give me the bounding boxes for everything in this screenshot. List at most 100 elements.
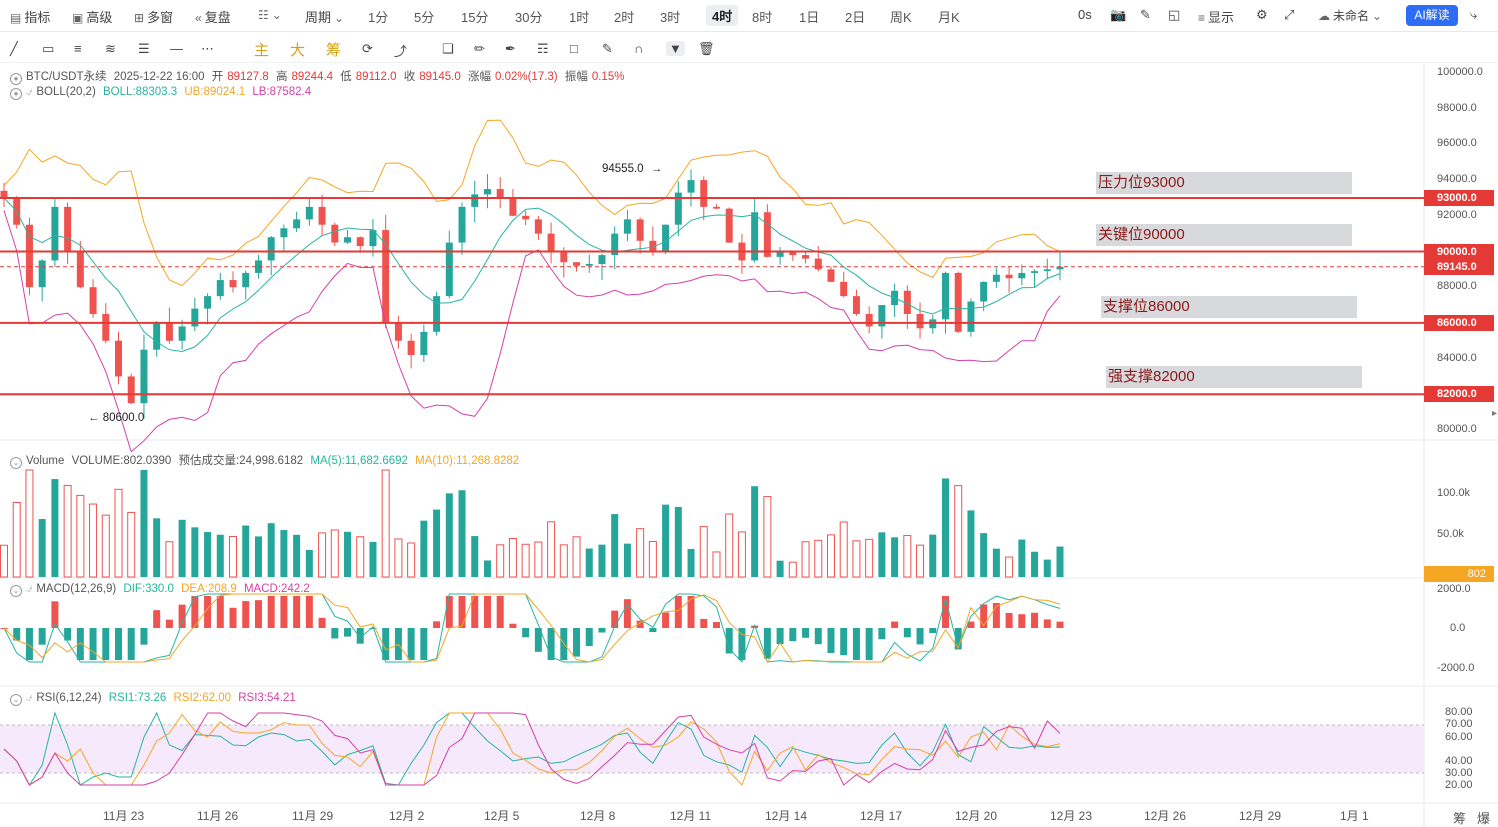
camera-icon[interactable]: 📷 bbox=[1110, 7, 1127, 22]
big-order-button[interactable]: 大 bbox=[290, 42, 306, 59]
chart-type-button[interactable]: ☷ ⌄ bbox=[258, 7, 285, 22]
bell-icon[interactable]: ⍻ bbox=[26, 583, 33, 595]
share-icon[interactable]: ⤷ bbox=[1470, 7, 1478, 22]
more-tools-icon[interactable]: ⋯ bbox=[201, 41, 214, 56]
eye-icon[interactable]: ● bbox=[10, 73, 22, 85]
candle-body bbox=[662, 224, 670, 252]
period-dropdown[interactable]: 周期 ⌄ bbox=[305, 7, 347, 26]
price-tick: 84000.0 bbox=[1437, 351, 1477, 364]
eye-icon[interactable]: ● bbox=[10, 88, 22, 100]
boll-lower-line bbox=[3, 210, 1061, 453]
main-force-button[interactable]: 主 bbox=[254, 42, 270, 59]
note-icon[interactable]: ✎ bbox=[602, 41, 613, 56]
candle-body bbox=[509, 197, 517, 216]
boll-value: BOLL:88303.3 bbox=[102, 86, 178, 98]
key-level-zone-label[interactable]: 关键位90000 bbox=[1096, 224, 1352, 246]
period-tab[interactable]: 周K bbox=[890, 10, 912, 25]
liquidation-icon[interactable]: 爆 bbox=[1477, 811, 1491, 826]
period-tab[interactable]: 1分 bbox=[368, 10, 389, 25]
volume-bar bbox=[381, 469, 390, 578]
horizontal-lines-icon[interactable]: ☰ bbox=[138, 41, 150, 56]
bell-icon[interactable]: ⍻ bbox=[26, 86, 33, 98]
main-chart[interactable] bbox=[0, 64, 1498, 827]
cloud-icon: ☁ bbox=[1318, 9, 1330, 23]
period-tab[interactable]: 月K bbox=[938, 10, 960, 25]
brush-icon[interactable]: ✏ bbox=[474, 41, 485, 56]
resistance-zone-label[interactable]: 压力位93000 bbox=[1096, 172, 1352, 194]
period-tab[interactable]: 30分 bbox=[515, 10, 543, 25]
highlighter-icon[interactable]: ✒ bbox=[505, 41, 516, 56]
eye-icon[interactable]: ⌄ bbox=[10, 694, 22, 706]
price-level-label[interactable]: 90000.0 bbox=[1424, 243, 1494, 260]
period-tab[interactable]: 3时 bbox=[660, 10, 681, 25]
close-label: 收 bbox=[403, 71, 416, 83]
bell-icon[interactable]: ⍻ bbox=[26, 692, 33, 704]
price-level-label[interactable]: 93000.0 bbox=[1424, 189, 1494, 206]
sync-icon[interactable]: ⟳ bbox=[362, 41, 373, 56]
macd-bar bbox=[420, 628, 428, 660]
price-level-label[interactable]: 86000.0 bbox=[1424, 314, 1494, 331]
period-tab[interactable]: 4时 bbox=[706, 5, 739, 26]
expand-icon[interactable]: ⤢ bbox=[1284, 7, 1295, 22]
macd-bar bbox=[127, 628, 135, 660]
display-button[interactable]: ≡ 显示 bbox=[1198, 7, 1234, 26]
pencil-icon[interactable]: ✎ bbox=[1140, 7, 1151, 22]
lock-icon[interactable]: □ bbox=[570, 41, 578, 56]
parallel-lines-icon[interactable]: ≡ bbox=[74, 41, 82, 56]
period-tab[interactable]: 5分 bbox=[414, 10, 435, 25]
support-zone-label[interactable]: 支撑位86000 bbox=[1101, 296, 1357, 318]
time-tick: 12月 14 bbox=[765, 809, 808, 823]
ai-interpret-button[interactable]: AI解读 bbox=[1406, 5, 1458, 26]
period-tab[interactable]: 1日 bbox=[799, 10, 820, 25]
magnet-icon[interactable]: ∩ bbox=[634, 41, 644, 56]
price-level-label[interactable]: 89145.0 bbox=[1424, 258, 1494, 275]
copy-icon[interactable]: ❏ bbox=[442, 41, 454, 56]
settings-icon[interactable]: ⚙ bbox=[1256, 7, 1268, 22]
trash-icon[interactable]: 🗑 bbox=[698, 41, 715, 56]
fib-tool-icon[interactable]: ≋ bbox=[105, 41, 116, 56]
indicators-button[interactable]: ▤ 指标 bbox=[10, 7, 50, 26]
advanced-button[interactable]: ▣ 高级 bbox=[72, 7, 112, 26]
volume-bar bbox=[648, 540, 657, 578]
price-tick: 94000.0 bbox=[1437, 173, 1477, 186]
fullscreen-exit-icon[interactable]: ◱ bbox=[1168, 7, 1181, 22]
volume-bar bbox=[318, 532, 327, 578]
filter-icon[interactable]: ▼ bbox=[666, 41, 685, 56]
rectangle-tool-icon[interactable]: ▭ bbox=[42, 41, 55, 56]
candle-icon: ☷ bbox=[258, 8, 269, 22]
macd-tick-0: 0.0 bbox=[1450, 622, 1466, 634]
candle-body bbox=[305, 206, 313, 220]
volume-bar bbox=[1056, 546, 1064, 577]
chip-distribution-icon[interactable]: 筹 bbox=[1453, 811, 1467, 826]
collapse-panel-icon[interactable]: ▸ bbox=[1492, 408, 1498, 419]
macd-dea-line bbox=[3, 593, 1061, 663]
volume-bar bbox=[204, 531, 212, 577]
macd-bar bbox=[1018, 614, 1026, 628]
volume-value: VOLUME:802.0390 bbox=[71, 455, 172, 467]
price-level-label[interactable]: 82000.0 bbox=[1424, 386, 1494, 403]
period-tab[interactable]: 2时 bbox=[614, 10, 635, 25]
volume-bar bbox=[344, 531, 352, 577]
macd-bar bbox=[305, 596, 313, 628]
multiwindow-button[interactable]: ⊞ 多窗 bbox=[134, 7, 173, 26]
macd-name: MACD(12,26,9) bbox=[36, 583, 117, 595]
eye-icon[interactable]: ⌄ bbox=[10, 585, 22, 597]
candles-icon[interactable]: ☶ bbox=[537, 41, 549, 56]
macd-bar bbox=[254, 600, 262, 628]
candle-body bbox=[204, 296, 212, 309]
period-tab[interactable]: 2日 bbox=[845, 10, 866, 25]
horizontal-ray-icon[interactable]: — bbox=[170, 41, 183, 56]
eye-icon[interactable]: ⌄ bbox=[10, 457, 22, 469]
strong-support-zone-label[interactable]: 强支撑82000 bbox=[1106, 366, 1362, 388]
replay-button[interactable]: «复盘 bbox=[195, 7, 231, 26]
volume-bar bbox=[801, 541, 810, 578]
measure-icon[interactable]: ⤴ bbox=[394, 44, 408, 59]
period-tab[interactable]: 15分 bbox=[461, 10, 489, 25]
period-tab[interactable]: 1时 bbox=[569, 10, 590, 25]
volume-bar bbox=[216, 534, 224, 577]
volume-bar bbox=[941, 478, 949, 577]
period-tab[interactable]: 8时 bbox=[752, 10, 773, 25]
chip-button[interactable]: 筹 bbox=[326, 42, 342, 59]
line-tool-icon[interactable]: ╱ bbox=[10, 41, 18, 56]
layout-dropdown[interactable]: ☁ 未命名 ⌄ bbox=[1318, 7, 1385, 24]
